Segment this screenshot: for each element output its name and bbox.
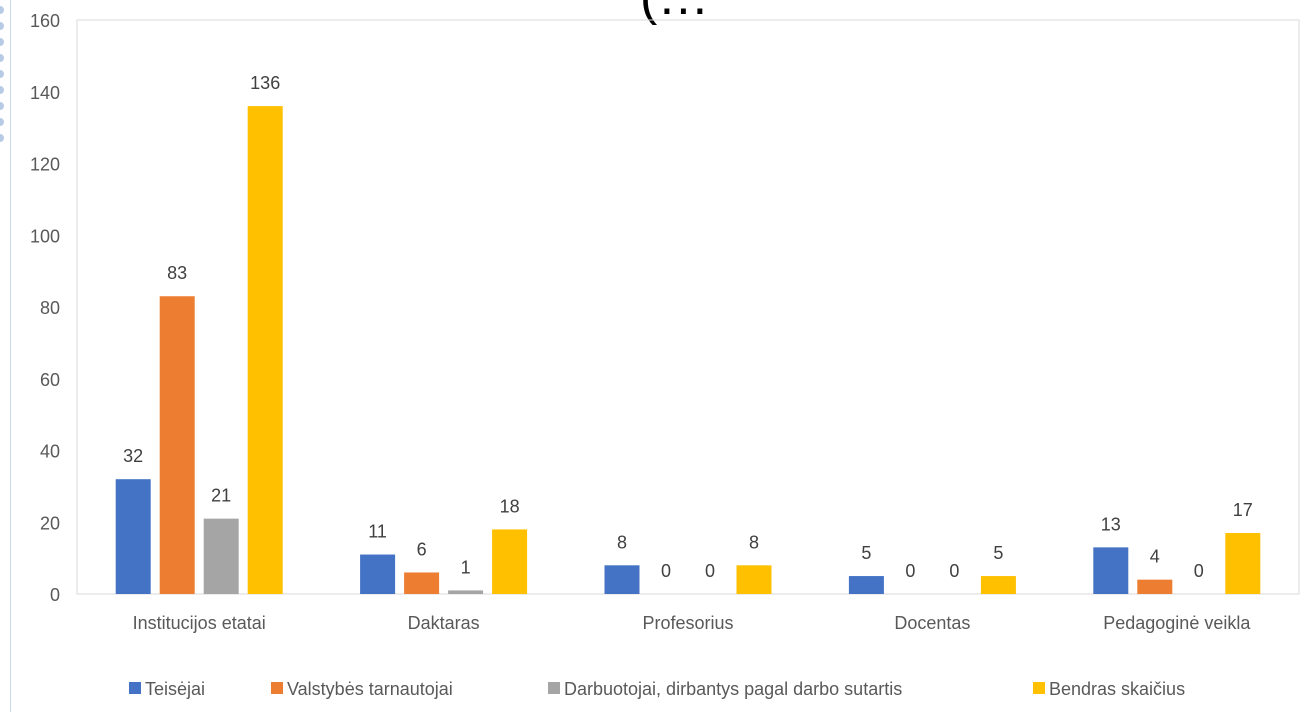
legend-swatch (1033, 682, 1045, 694)
x-axis: Institucijos etatai Daktaras Profesorius Do… (133, 613, 1252, 633)
data-label: 21 (211, 486, 231, 506)
bar (1093, 547, 1129, 594)
x-tick-label: Institucijos etatai (133, 613, 266, 633)
data-labels: 32 83 21 136 11 6 1 18 8 0 0 8 5 0 0 5 13 4 0 17 (123, 73, 1253, 581)
bar (404, 572, 440, 594)
slide-edge-decoration (0, 0, 11, 712)
bar (159, 296, 195, 594)
data-label: 8 (749, 532, 759, 552)
data-label: 18 (500, 496, 520, 516)
legend-label: Valstybės tarnautojai (287, 679, 453, 699)
data-label: 1 (461, 557, 471, 577)
bar (203, 518, 239, 594)
legend-label: Teisėjai (145, 679, 205, 699)
data-label: 8 (617, 532, 627, 552)
data-label: 0 (905, 561, 915, 581)
data-label: 4 (1150, 547, 1160, 567)
data-label: 136 (250, 73, 280, 93)
y-tick-label: 160 (30, 11, 60, 31)
y-tick-label: 60 (40, 370, 60, 390)
data-label: 17 (1233, 500, 1253, 520)
y-tick-label: 20 (40, 513, 60, 533)
legend: Teisėjai Valstybės tarnautojai Darbuotojai… (129, 679, 1185, 699)
legend-label: Bendras skaičius (1049, 679, 1185, 699)
bars (115, 106, 1261, 594)
bar (1225, 533, 1261, 594)
bar (448, 590, 484, 594)
legend-swatch (129, 682, 141, 694)
data-label: 83 (167, 263, 187, 283)
x-tick-label: Daktaras (408, 613, 480, 633)
legend-label: Darbuotojai, dirbantys pagal darbo sutar… (564, 679, 902, 699)
y-tick-label: 0 (50, 585, 60, 605)
y-tick-label: 80 (40, 298, 60, 318)
x-tick-label: Docentas (894, 613, 970, 633)
x-tick-label: Profesorius (642, 613, 733, 633)
bar (1137, 579, 1173, 594)
data-label: 0 (949, 561, 959, 581)
y-tick-label: 120 (30, 155, 60, 175)
bar (980, 576, 1016, 594)
data-label: 13 (1101, 514, 1121, 534)
legend-swatch (271, 682, 283, 694)
y-axis: 0 20 40 60 80 100 120 140 160 (30, 11, 60, 605)
data-label: 5 (861, 543, 871, 563)
data-label: 11 (368, 522, 387, 542)
data-label: 0 (661, 561, 671, 581)
bar (247, 106, 283, 594)
bar (360, 554, 396, 594)
bar (115, 479, 151, 594)
bar (736, 565, 772, 594)
data-label: 6 (417, 539, 427, 559)
y-tick-label: 100 (30, 226, 60, 246)
data-label: 0 (1194, 561, 1204, 581)
bar (848, 576, 884, 594)
plot-frame (76, 19, 1300, 595)
chart-title: (… (640, 0, 709, 26)
y-tick-label: 140 (30, 83, 60, 103)
bar (604, 565, 640, 594)
y-tick-label: 40 (40, 442, 60, 462)
data-label: 32 (123, 446, 143, 466)
bar (492, 529, 528, 594)
data-label: 0 (705, 561, 715, 581)
data-label: 5 (993, 543, 1003, 563)
legend-swatch (548, 682, 560, 694)
x-tick-label: Pedagoginė veikla (1103, 613, 1251, 633)
